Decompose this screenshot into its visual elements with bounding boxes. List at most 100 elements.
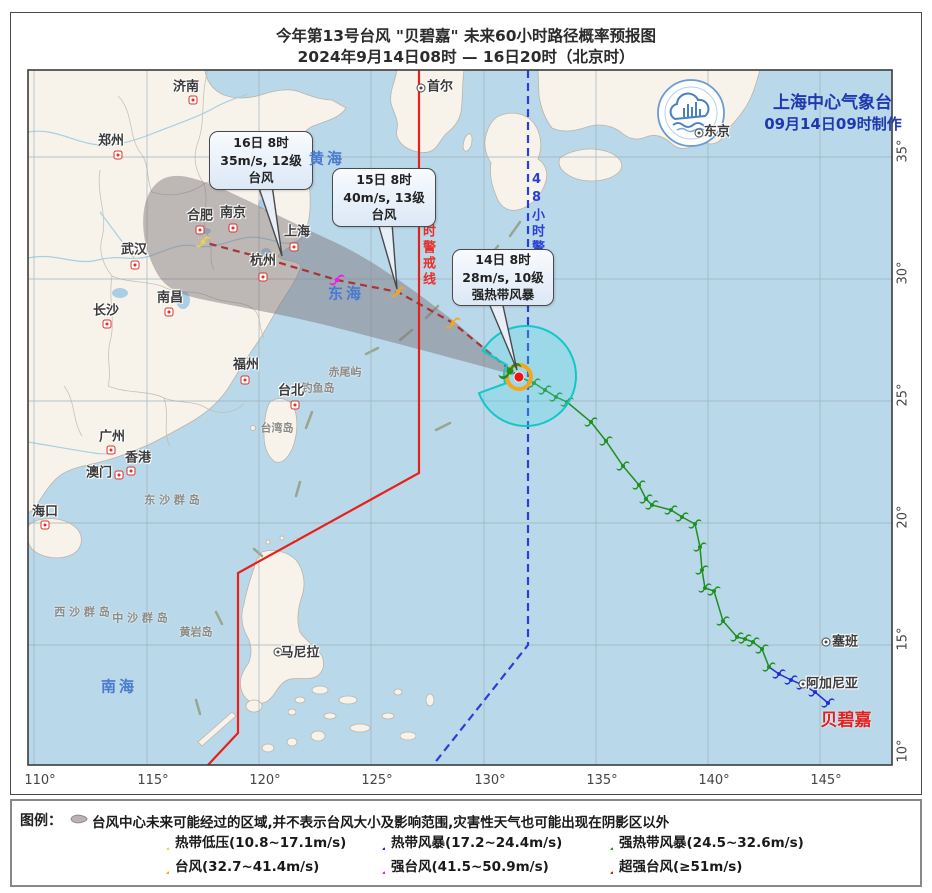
city-marker (228, 223, 238, 233)
city-label: 南京 (219, 205, 247, 221)
lon-axis-label: 120° (249, 773, 281, 788)
land-luzon (240, 550, 324, 704)
lon-axis-label: 145° (810, 773, 842, 788)
city-label: 马尼拉 (280, 645, 320, 661)
city-label: 南昌 (156, 290, 184, 306)
island-label: 黄岩岛 (179, 625, 213, 639)
city-label: 武汉 (120, 242, 148, 258)
lat-axis-label: 25° (895, 383, 911, 407)
city-label: 杭州 (249, 253, 277, 269)
callout-15day-category: 台风 (371, 207, 397, 223)
cyclone-legend-icon (368, 857, 385, 874)
city-marker (821, 637, 831, 647)
legend-item-label: 热带风暴(17.2~24.4m/s) (391, 835, 563, 851)
city-label: 塞班 (831, 634, 859, 650)
land-kyushu (484, 112, 548, 211)
smb-logo-icon (657, 79, 725, 147)
island-label: 东 沙 群 岛 (144, 493, 200, 507)
issue-time: 09月14日09时制作 (764, 115, 902, 133)
legend-item: 台风(32.7~41.4m/s) (152, 855, 319, 875)
city-label: 香港 (124, 450, 152, 466)
callout-15day: 15日 8时 40m/s, 13级 台风 (332, 168, 436, 227)
land-tsushima (462, 133, 473, 152)
city-marker (289, 242, 299, 252)
city-marker (195, 225, 205, 235)
city-label: 济南 (172, 79, 200, 95)
city-label: 长沙 (92, 303, 120, 319)
city-label: 合肥 (186, 208, 214, 224)
callout-16day-time: 16日 8时 (233, 135, 289, 151)
legend-item: 超强台风(≥51m/s) (596, 855, 742, 875)
island-label: 钓鱼岛 (301, 381, 335, 395)
city-label: 澳门 (85, 465, 113, 481)
lat-axis-label: 10° (895, 739, 911, 763)
island-label: 赤尾屿 (328, 365, 362, 379)
agency-name: 上海中心气象台 (773, 93, 892, 113)
cyclone-legend-icon (152, 833, 169, 850)
city-label: 海口 (31, 504, 59, 520)
callout-14day-wind: 28m/s, 10级 (462, 269, 544, 285)
sea-label: 南海 (100, 677, 138, 696)
lon-axis-label: 115° (137, 773, 169, 788)
current-position-group (498, 362, 533, 391)
city-marker (126, 466, 136, 476)
storm-name-label: 贝碧嘉 (820, 710, 872, 731)
lat-axis-label: 35° (895, 139, 911, 163)
city-marker (40, 520, 50, 530)
city-marker (188, 95, 198, 105)
city-label: 东京 (703, 124, 731, 140)
lon-axis-label: 125° (361, 773, 393, 788)
lat-axis-label: 30° (895, 261, 911, 285)
city-label: 上海 (283, 224, 311, 240)
city-label: 首尔 (426, 79, 454, 95)
warning-line-24h (207, 70, 421, 765)
warning-line-48h (432, 70, 530, 765)
lon-axis-label: 140° (698, 773, 730, 788)
lat-axis-label: 15° (895, 627, 911, 651)
city-marker (130, 260, 140, 270)
island-label: 西 沙 群 岛 (54, 605, 110, 619)
wind-circle (477, 325, 577, 427)
city-label: 广州 (98, 429, 126, 445)
city-marker (102, 319, 112, 329)
map-geography (28, 70, 892, 765)
cyclone-legend-icon (368, 833, 385, 850)
cyclone-legend-icon (152, 857, 169, 874)
cone-legend-icon (70, 814, 88, 824)
lat-axis-label: 20° (895, 505, 911, 529)
lon-axis-label: 110° (24, 773, 56, 788)
lon-axis-label: 135° (586, 773, 618, 788)
city-marker (273, 647, 283, 657)
province-borders (63, 70, 267, 447)
typhoon-track (195, 236, 835, 708)
city-marker (694, 128, 704, 138)
land-penghu (250, 425, 256, 431)
legend-item-label: 强热带风暴(24.5~32.6m/s) (619, 835, 804, 851)
city-marker (164, 307, 174, 317)
city-marker (113, 150, 123, 160)
lakes (112, 199, 271, 309)
city-marker (416, 83, 426, 93)
sea-label: 黄海 (308, 149, 346, 168)
cyclone-legend-icon (596, 833, 613, 850)
city-marker (106, 445, 116, 455)
city-label: 郑州 (97, 133, 125, 149)
legend-item-label: 热带低压(10.8~17.1m/s) (175, 835, 347, 851)
page-subtitle: 2024年9月14日08时 — 16日20时（北京时） (297, 48, 635, 66)
page-title: 今年第13号台风 "贝碧嘉" 未来60小时路径概率预报图 (275, 27, 657, 45)
land-korea (390, 70, 465, 153)
callout-16day-wind: 35m/s, 12级 (220, 152, 302, 168)
cyclone-legend-icon (596, 857, 613, 874)
legend-item: 热带风暴(17.2~24.4m/s) (368, 831, 562, 851)
callout-14day: 14日 8时 28m/s, 10级 强热带风暴 (452, 249, 554, 306)
city-label: 阿加尼亚 (805, 676, 859, 692)
map-frame (27, 69, 893, 766)
legend-item: 强热带风暴(24.5~32.6m/s) (596, 831, 804, 851)
legend-box: 图例： 台风中心未来可能经过的区域,并不表示台风大小及影响范围,灾害性天气也可能… (10, 799, 922, 887)
legend-item: 强台风(41.5~50.9m/s) (368, 855, 549, 875)
callout-16day: 16日 8时 35m/s, 12级 台风 (209, 131, 313, 190)
legend-item: 热带低压(10.8~17.1m/s) (152, 831, 346, 851)
island-label: 台湾岛 (260, 421, 294, 435)
